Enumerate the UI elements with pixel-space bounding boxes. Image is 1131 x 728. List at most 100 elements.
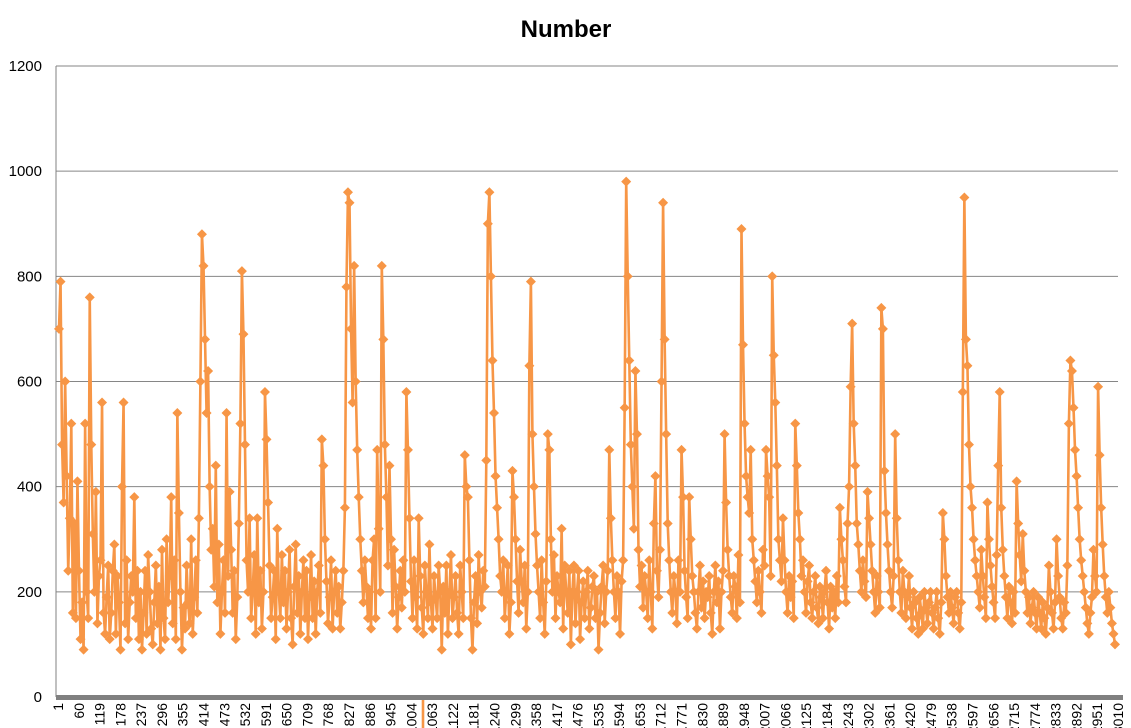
data-point (607, 555, 618, 566)
data-point (671, 618, 682, 629)
data-point (201, 408, 212, 419)
x-tick-label: 1712 (653, 703, 669, 728)
data-point (376, 260, 387, 271)
data-point (962, 360, 973, 371)
data-point (707, 628, 718, 639)
data-point (827, 602, 838, 613)
data-point (315, 607, 326, 618)
data-point (1066, 365, 1077, 376)
data-point (1053, 571, 1064, 582)
data-point (78, 644, 89, 655)
data-point (1085, 607, 1096, 618)
data-point (156, 544, 167, 555)
data-point (659, 334, 670, 345)
data-point (490, 471, 501, 482)
data-point (98, 607, 109, 618)
data-point (773, 534, 784, 545)
data-point (1083, 628, 1094, 639)
data-point (741, 471, 752, 482)
x-tick-label: 2420 (902, 703, 918, 728)
data-point (541, 576, 552, 587)
data-point (86, 439, 97, 450)
data-point (980, 613, 991, 624)
data-point (642, 613, 653, 624)
data-point (209, 581, 220, 592)
data-point (690, 607, 701, 618)
data-point (118, 397, 129, 408)
data-point (819, 586, 830, 597)
data-point (678, 492, 689, 503)
data-point (1073, 502, 1084, 513)
data-point (307, 613, 318, 624)
data-point (492, 502, 503, 513)
data-point (410, 592, 421, 603)
data-point (924, 597, 935, 608)
data-point (224, 486, 235, 497)
data-point (396, 602, 407, 613)
data-point (808, 586, 819, 597)
data-point (269, 565, 280, 576)
data-point (502, 560, 513, 571)
data-point (550, 613, 561, 624)
data-point (195, 376, 206, 387)
data-point (588, 571, 599, 582)
data-point (779, 555, 790, 566)
data-point (993, 460, 1004, 471)
data-point (258, 586, 269, 597)
data-point (424, 539, 435, 550)
data-point (445, 550, 456, 561)
data-point (253, 597, 264, 608)
x-tick-label: 2302 (861, 703, 877, 728)
data-point (347, 397, 358, 408)
data-point (524, 360, 535, 371)
data-point (601, 586, 612, 597)
data-point (925, 586, 936, 597)
data-point (782, 607, 793, 618)
x-tick-label: 2538 (944, 703, 960, 728)
data-point (484, 187, 495, 198)
data-point (395, 565, 406, 576)
data-point (290, 539, 301, 550)
data-point (450, 571, 461, 582)
data-point (1065, 355, 1076, 366)
data-point (73, 565, 84, 576)
data-point (373, 523, 384, 534)
data-point (482, 218, 493, 229)
data-point (805, 597, 816, 608)
data-point (223, 571, 234, 582)
x-tick-label: 1653 (632, 703, 648, 728)
data-point (636, 560, 647, 571)
data-point (734, 597, 745, 608)
data-point (101, 592, 112, 603)
data-point (246, 613, 257, 624)
data-point (326, 555, 337, 566)
data-point (452, 607, 463, 618)
data-point (765, 571, 776, 582)
data-point (681, 592, 692, 603)
data-point (495, 571, 506, 582)
data-point (940, 571, 951, 582)
data-point (610, 613, 621, 624)
data-point (239, 439, 250, 450)
chart-title: Number (521, 16, 612, 43)
data-point (947, 602, 958, 613)
x-tick-label: 1240 (486, 703, 502, 728)
y-tick-label: 1000 (9, 163, 42, 180)
data-point (121, 555, 132, 566)
data-point (266, 613, 277, 624)
data-point (799, 586, 810, 597)
data-point (582, 565, 593, 576)
data-point (848, 418, 859, 429)
data-point (758, 544, 768, 555)
data-point (1105, 602, 1116, 613)
data-point (668, 571, 679, 582)
data-point (718, 565, 729, 576)
data-point (621, 176, 632, 187)
data-point (997, 544, 1008, 555)
data-point (204, 481, 215, 492)
data-point (533, 586, 544, 597)
data-point (238, 329, 249, 340)
data-point (973, 586, 984, 597)
data-point (57, 439, 68, 450)
data-point (930, 602, 941, 613)
